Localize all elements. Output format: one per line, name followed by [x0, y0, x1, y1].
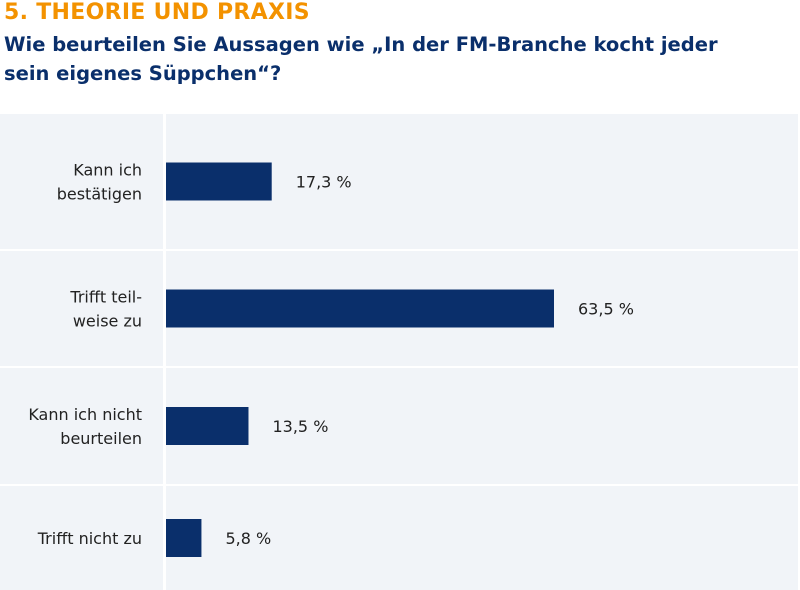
question-title: Wie beurteilen Sie Aussagen wie „In der … — [4, 33, 718, 85]
category-panel — [0, 368, 163, 484]
bar — [166, 407, 249, 445]
category-label: beurteilen — [60, 429, 142, 448]
value-label: 5,8 % — [225, 529, 271, 548]
plot-panel — [166, 368, 798, 484]
category-label: weise zu — [73, 312, 142, 331]
category-label: Trifft teil- — [69, 288, 142, 307]
bar — [166, 162, 272, 201]
bar — [166, 519, 202, 557]
value-label: 63,5 % — [578, 300, 634, 319]
category-panel — [0, 486, 163, 590]
plot-panel — [166, 486, 798, 590]
category-panel — [0, 251, 163, 366]
category-label: bestätigen — [57, 185, 142, 204]
value-label: 17,3 % — [296, 173, 352, 192]
category-panel — [0, 114, 163, 249]
section-title: 5. THEORIE UND PRAXIS — [4, 0, 310, 25]
value-label: 13,5 % — [272, 417, 328, 436]
category-label: Kann ich nicht — [28, 405, 142, 424]
bar — [166, 289, 554, 328]
category-label: Trifft nicht zu — [37, 529, 142, 548]
category-label: Kann ich — [73, 161, 142, 180]
